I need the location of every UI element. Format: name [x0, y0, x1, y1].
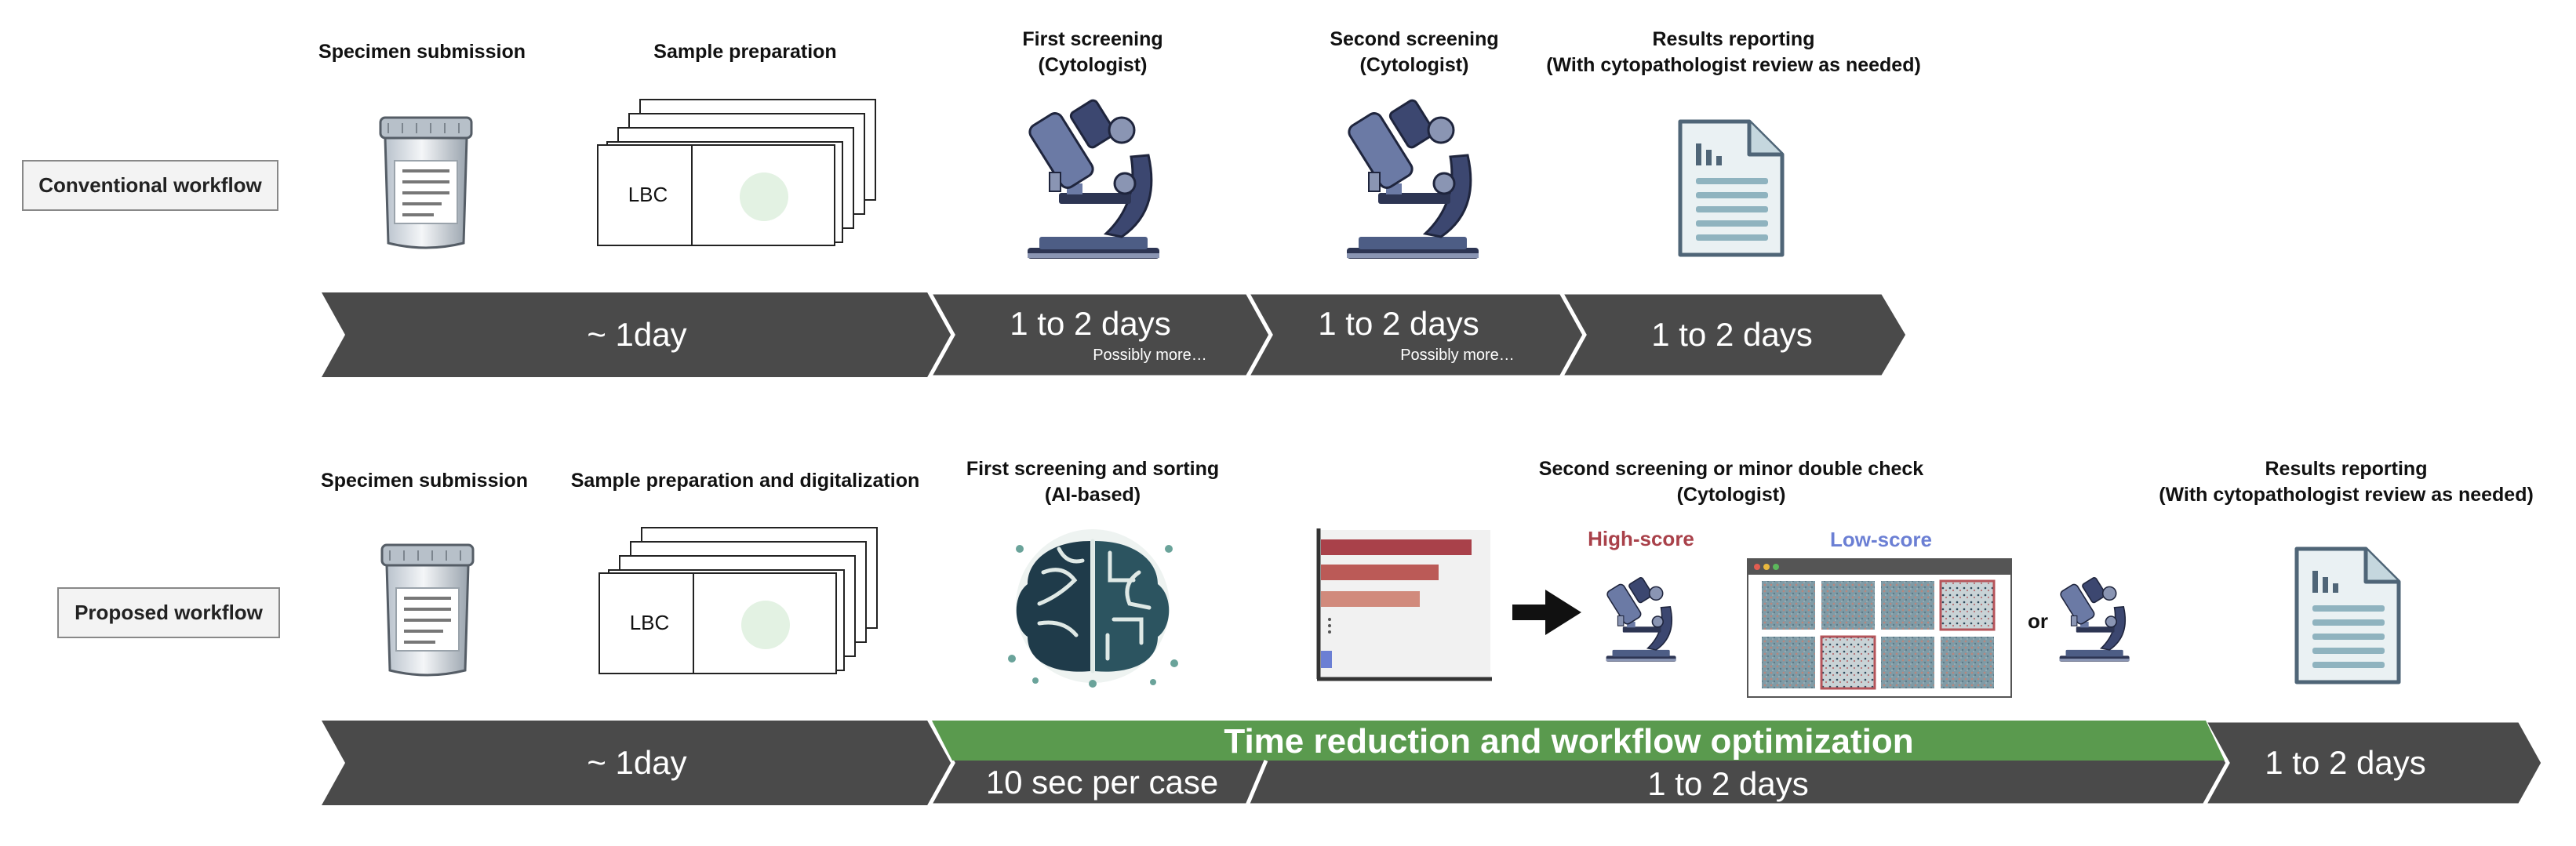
- stage-title-second-screening-proposed: Second screening or minor double check (C…: [1538, 458, 1924, 506]
- timeline-segment-note: Possibly more…: [1400, 347, 1515, 364]
- slide-label: LBC: [630, 611, 670, 634]
- workflow-label-proposed: Proposed workflow: [57, 587, 280, 638]
- timeline-segment-text: 1 to 2 days: [1647, 765, 1808, 802]
- microscope-icon: [1025, 97, 1161, 260]
- stage-title-second-screening: Second screening (Cytologist): [1330, 28, 1499, 76]
- right-arrow-icon: [1512, 590, 1581, 635]
- timeline-segment-text: ~ 1day: [587, 316, 686, 353]
- stage-title-specimen-submission: Specimen submission: [318, 41, 526, 63]
- slide-label: LBC: [628, 183, 668, 206]
- timeline-segment-text: ~ 1day: [587, 744, 686, 781]
- specimen-container-icon: [380, 543, 475, 677]
- lbc-slide-stack-icon: LBC: [597, 99, 876, 246]
- microscope-icon: [1344, 97, 1480, 260]
- score-bar-chart-icon: [1316, 528, 1492, 681]
- time-reduction-text: Time reduction and workflow optimization: [1224, 722, 1913, 761]
- ai-brain-icon: [1008, 529, 1178, 688]
- high-score-label: High-score: [1588, 527, 1694, 550]
- timeline-segment-text: 1 to 2 days: [1318, 305, 1479, 342]
- stage-title-results-reporting: Results reporting (With cytopathologist r…: [1546, 28, 1921, 76]
- slide-viewer-window-icon: [1747, 558, 2012, 698]
- stage-title-specimen-submission-proposed: Specimen submission: [321, 470, 528, 492]
- stage-title-results-reporting-proposed: Results reporting (With cytopathologist r…: [2159, 458, 2534, 506]
- stage-title-sample-preparation-digitalization: Sample preparation and digitalization: [570, 470, 920, 492]
- timeline-proposed: Time reduction and workflow optimization…: [322, 718, 2545, 808]
- microscope-icon: [1605, 575, 1677, 663]
- report-document-icon: [2297, 549, 2399, 682]
- stage-title-ai-screening: First screening and sorting (AI-based): [966, 458, 1220, 506]
- timeline-segment-text: 1 to 2 days: [1010, 305, 1170, 342]
- lbc-slide-stack-icon: LBC: [599, 527, 878, 674]
- timeline-segment-text: 1 to 2 days: [1651, 316, 1812, 353]
- timeline-segment-text: 10 sec per case: [986, 764, 1219, 801]
- timeline-conventional: ~ 1day 1 to 2 days Possibly more… 1 to 2…: [322, 290, 1910, 379]
- time-reduction-highlight: [932, 721, 2225, 761]
- low-score-label: Low-score: [1830, 528, 1932, 551]
- stage-title-first-screening: First screening (Cytologist): [1022, 28, 1163, 76]
- or-label: or: [2028, 609, 2048, 633]
- microscope-icon: [2058, 575, 2130, 663]
- workflow-label-conventional: Conventional workflow: [22, 160, 278, 211]
- report-document-icon: [1680, 122, 1782, 255]
- specimen-container-icon: [379, 116, 473, 249]
- timeline-segment-note: Possibly more…: [1093, 347, 1207, 364]
- stage-title-sample-preparation: Sample preparation: [653, 41, 837, 63]
- timeline-segment-text: 1 to 2 days: [2265, 744, 2425, 781]
